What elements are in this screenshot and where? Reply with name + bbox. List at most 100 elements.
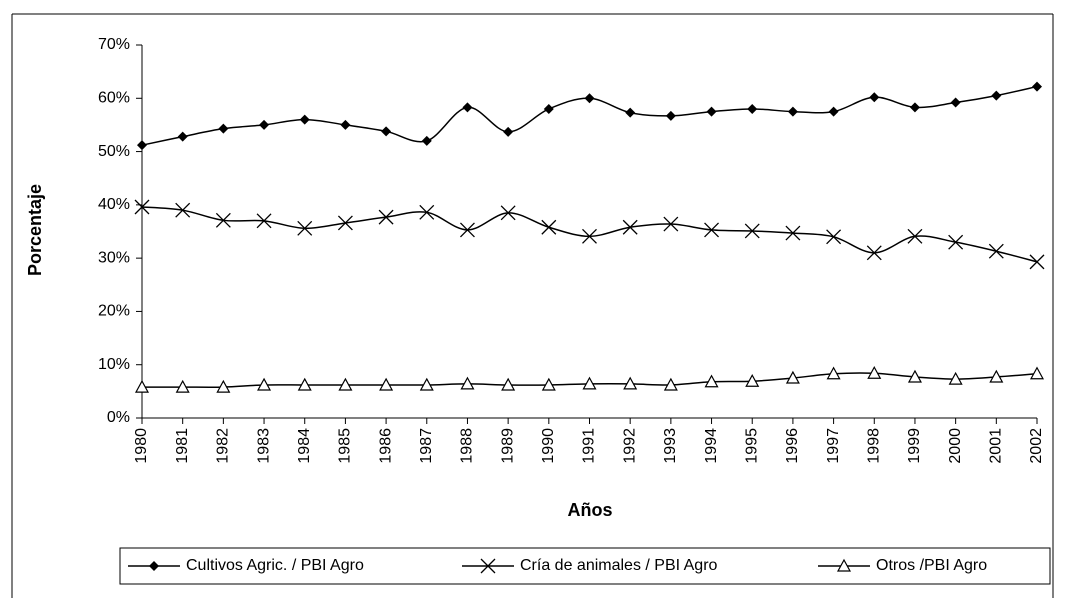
y-tick-label: 60% <box>98 90 130 107</box>
y-tick-label: 70% <box>98 36 130 53</box>
marker <box>177 131 188 142</box>
marker <box>340 119 351 130</box>
marker <box>256 213 272 229</box>
marker <box>1029 366 1045 380</box>
y-tick-label: 40% <box>98 196 130 213</box>
marker <box>745 373 760 387</box>
x-tick-label: 1984 <box>296 428 313 464</box>
marker <box>338 377 353 391</box>
marker <box>989 369 1004 383</box>
x-tick-label: 1989 <box>499 428 516 464</box>
y-tick-label: 50% <box>98 143 130 160</box>
marker <box>663 216 679 232</box>
marker <box>541 219 557 235</box>
marker <box>134 379 150 393</box>
marker <box>379 377 394 391</box>
marker <box>704 222 720 238</box>
marker <box>907 228 923 244</box>
marker <box>299 114 310 125</box>
marker <box>867 365 882 379</box>
x-tick-label: 1983 <box>255 428 272 464</box>
marker <box>625 107 636 118</box>
marker <box>259 119 270 130</box>
marker <box>584 93 595 104</box>
y-tick-label: 20% <box>98 303 130 320</box>
marker <box>582 376 597 390</box>
marker <box>907 369 922 383</box>
marker <box>948 371 963 385</box>
x-tick-label: 1995 <box>743 428 760 464</box>
marker <box>149 561 159 571</box>
marker <box>704 374 719 388</box>
marker <box>500 205 516 221</box>
legend-label: Otros /PBI Agro <box>876 557 987 574</box>
marker <box>785 370 800 384</box>
x-tick-label: 1988 <box>459 428 476 464</box>
marker <box>1032 81 1042 92</box>
y-tick-label: 10% <box>98 356 130 373</box>
x-tick-label: 1993 <box>662 428 679 464</box>
marker <box>134 199 150 215</box>
x-tick-label: 1990 <box>540 428 557 464</box>
marker <box>622 219 638 235</box>
x-tick-label: 1992 <box>621 428 638 464</box>
x-tick-label: 1991 <box>581 428 598 464</box>
marker <box>623 376 638 390</box>
x-tick-label: 1981 <box>174 428 191 464</box>
x-tick-label: 1980 <box>133 428 150 464</box>
y-tick-label: 30% <box>98 249 130 266</box>
marker <box>582 228 597 244</box>
marker <box>909 102 920 113</box>
marker <box>501 377 516 391</box>
x-tick-label: 1982 <box>215 428 232 464</box>
x-tick-label: 2002 <box>1028 428 1045 464</box>
x-tick-label: 1997 <box>825 428 842 464</box>
marker <box>297 220 313 236</box>
marker <box>836 558 852 572</box>
marker <box>543 103 554 114</box>
x-tick-label: 1986 <box>377 428 394 464</box>
x-tick-label: 1994 <box>703 428 720 464</box>
marker <box>421 135 432 146</box>
y-tick-label: 0% <box>107 409 130 426</box>
marker <box>419 204 435 220</box>
marker <box>480 558 496 574</box>
marker <box>503 126 514 137</box>
marker <box>216 379 231 393</box>
marker <box>744 223 760 239</box>
legend-box <box>119 547 1051 585</box>
marker <box>137 140 147 151</box>
marker <box>787 106 798 117</box>
marker <box>663 377 678 391</box>
x-tick-label: 1999 <box>906 428 923 464</box>
marker <box>1029 254 1045 270</box>
x-axis-title: Años <box>568 500 613 520</box>
marker <box>991 90 1002 101</box>
marker <box>785 225 801 241</box>
marker <box>948 234 964 250</box>
marker <box>665 110 676 121</box>
marker <box>866 245 882 261</box>
x-tick-label: 2001 <box>988 428 1005 464</box>
marker <box>460 376 475 390</box>
x-tick-label: 1987 <box>418 428 435 464</box>
x-tick-label: 1996 <box>784 428 801 464</box>
marker <box>828 106 839 117</box>
x-tick-label: 1985 <box>337 428 354 464</box>
marker <box>826 229 842 245</box>
x-tick-label: 2000 <box>947 428 964 464</box>
marker <box>462 102 473 113</box>
marker <box>988 243 1004 259</box>
marker <box>337 215 353 231</box>
marker <box>175 379 190 393</box>
marker <box>378 209 394 225</box>
x-tick-label: 1998 <box>865 428 882 464</box>
marker <box>459 222 475 238</box>
marker <box>218 123 229 134</box>
legend-label: Cría de animales / PBI Agro <box>520 557 718 574</box>
y-axis-title: Porcentaje <box>25 184 45 276</box>
marker <box>950 97 961 108</box>
marker <box>419 377 434 391</box>
legend-label: Cultivos Agric. / PBI Agro <box>186 557 364 574</box>
